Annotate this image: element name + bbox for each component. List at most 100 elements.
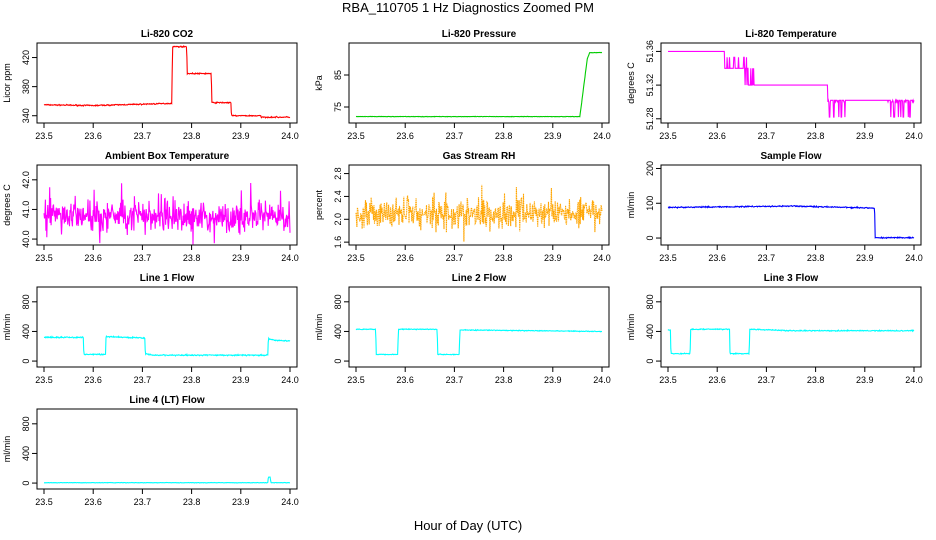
panel-9: Line 3 Flow 23.5 23.6 23.7 23.8 23.9 24.0 0 400 8… [626,273,923,385]
x-tick-label: 23.6 [84,131,102,141]
x-tick-label: 23.8 [183,497,201,507]
x-tick-label: 24.0 [593,131,611,141]
panel-title: Li-820 Temperature [745,29,837,40]
x-tick-label: 24.0 [281,375,299,385]
x-tick-label: 23.9 [232,131,250,141]
plot-frame [348,164,610,246]
x-tick-label: 23.7 [134,131,152,141]
x-tick-label: 24.0 [593,375,611,385]
panel-title: Gas Stream RH [443,151,516,162]
panel-title: Line 2 Flow [452,273,507,284]
y-axis-label: kPa [314,75,324,91]
x-tick-label: 23.5 [659,131,677,141]
x-tick-label: 23.8 [807,131,825,141]
y-tick-label: 400 [21,324,31,339]
x-tick-label: 23.8 [495,375,513,385]
y-tick-label: 100 [645,196,655,211]
x-tick-label: 23.9 [232,253,250,263]
y-tick-label: 2.4 [333,190,343,203]
x-tick-label: 23.6 [708,253,726,263]
x-tick-label: 23.5 [659,253,677,263]
panel-5: Gas Stream RH 23.5 23.6 23.7 23.8 23.9 24.0 1.6… [314,151,611,263]
x-tick-label: 23.7 [446,131,464,141]
x-tick-label: 23.8 [495,131,513,141]
x-tick-label: 24.0 [281,131,299,141]
x-tick-label: 23.8 [807,375,825,385]
plot-frame [660,164,922,246]
series-line-box-temp [43,182,291,245]
x-tick-label: 23.5 [35,497,53,507]
plot-frame [660,42,922,124]
panel-2: Li-820 Pressure 23.5 23.6 23.7 23.8 23.9 24.0 7… [314,29,611,141]
plot-frame [660,286,922,368]
plot-frame [36,42,298,124]
panel-3: Li-820 Temperature 23.5 23.6 23.7 23.8 23.9 24… [626,29,923,141]
panel-title: Li-820 CO2 [141,29,194,40]
panel-title: Ambient Box Temperature [105,151,230,162]
y-tick-label: 200 [645,161,655,176]
y-tick-label: 41.0 [21,201,31,219]
panel-6: Sample Flow 23.5 23.6 23.7 23.8 23.9 24.0 0 100 2… [626,151,923,263]
y-tick-label: 51.32 [645,74,655,97]
y-tick-label: 0 [21,481,31,486]
series-line-co2 [43,45,291,119]
x-tick-label: 23.6 [84,375,102,385]
x-tick-label: 23.6 [396,131,414,141]
y-tick-label: 2.0 [333,213,343,226]
y-tick-label: 51.36 [645,40,655,63]
x-tick-label: 23.8 [807,253,825,263]
x-tick-label: 24.0 [905,253,923,263]
x-tick-label: 24.0 [905,131,923,141]
x-tick-label: 23.5 [35,375,53,385]
panel-4: Ambient Box Temperature 23.5 23.6 23.7 23.8 2… [2,151,299,263]
series-line-temperature [668,50,915,118]
series-line-line-3 [667,327,915,356]
x-tick-label: 24.0 [281,497,299,507]
y-tick-label: 0 [645,236,655,241]
x-tick-label: 23.7 [758,253,776,263]
y-tick-label: 340 [21,108,31,123]
series-line-line-2 [355,327,602,356]
y-tick-label: 2.8 [333,167,343,180]
y-tick-label: 800 [21,294,31,309]
series-line-rh [355,184,603,242]
x-tick-label: 24.0 [905,375,923,385]
y-axis-label: ml/min [626,314,636,341]
series-line-sample-flow [667,204,915,240]
x-tick-label: 23.9 [856,253,874,263]
series-line-pressure [355,51,603,118]
y-axis-label: ml/min [314,314,324,341]
x-tick-label: 23.5 [347,253,365,263]
x-tick-label: 23.9 [544,253,562,263]
x-tick-label: 24.0 [281,253,299,263]
y-axis-label: ml/min [2,436,12,463]
figure-title: RBA_110705 1 Hz Diagnostics Zoomed PM [342,0,594,15]
panel-7: Line 1 Flow 23.5 23.6 23.7 23.8 23.9 24.0 0 400 8… [2,273,299,385]
y-tick-label: 85 [333,70,343,80]
panel-title: Line 1 Flow [140,273,195,284]
panel-10: Line 4 (LT) Flow 23.5 23.6 23.7 23.8 23.9 24.0… [2,395,299,507]
plot-frame [36,408,298,490]
figure-xlabel: Hour of Day (UTC) [414,518,522,533]
plot-frame [36,286,298,368]
x-tick-label: 23.9 [544,375,562,385]
x-tick-label: 23.5 [35,253,53,263]
x-tick-label: 24.0 [593,253,611,263]
panel-title: Line 4 (LT) Flow [129,395,205,406]
x-tick-label: 23.7 [446,253,464,263]
x-tick-label: 23.7 [134,375,152,385]
y-tick-label: 400 [333,324,343,339]
x-tick-label: 23.7 [758,375,776,385]
x-tick-label: 23.6 [708,375,726,385]
panel-title: Li-820 Pressure [442,29,517,40]
y-tick-label: 51.28 [645,108,655,131]
panel-1: Li-820 CO2 23.5 23.6 23.7 23.8 23.9 24.0 340 380… [2,29,299,141]
x-tick-label: 23.5 [35,131,53,141]
plot-frame [348,286,610,368]
panels: Li-820 CO2 23.5 23.6 23.7 23.8 23.9 24.0 340 380… [2,29,923,507]
y-axis-label: degrees C [626,62,636,104]
x-tick-label: 23.7 [134,253,152,263]
y-tick-label: 75 [333,102,343,112]
x-tick-label: 23.5 [659,375,677,385]
